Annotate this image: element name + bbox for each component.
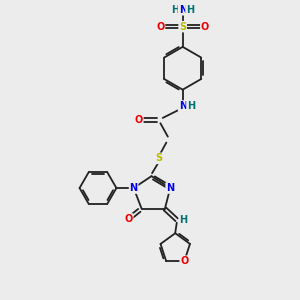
Text: H: H [171, 5, 179, 15]
Text: H: H [186, 5, 194, 15]
Text: O: O [201, 22, 209, 32]
Text: N: N [130, 183, 138, 193]
Text: H: H [179, 215, 188, 225]
Text: N: N [178, 5, 187, 15]
Text: O: O [135, 115, 143, 125]
Text: H: H [187, 101, 195, 111]
Text: O: O [180, 256, 188, 266]
Text: O: O [124, 214, 133, 224]
Text: S: S [179, 22, 186, 32]
Text: N: N [166, 183, 174, 193]
Text: O: O [156, 22, 164, 32]
Text: S: S [155, 153, 163, 163]
Text: N: N [178, 101, 187, 111]
